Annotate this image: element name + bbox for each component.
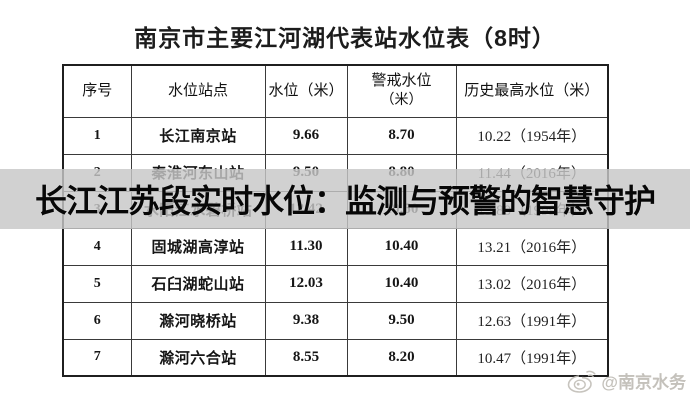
cell-record-level: 13.02（2016年） [455,264,609,303]
column-header-warning-line1: 警戒水位 [371,73,432,90]
page-title: 南京市主要江河湖代表站水位表（8时） [134,25,556,51]
cell-station-name: 滁河六合站 [130,338,266,377]
cell-warning-level: 10.40 [346,227,457,266]
watermark-handle: @南京水务 [601,372,686,392]
cell-record-level: 10.22（1954年） [455,116,609,155]
table-row: 1 长江南京站 9.66 8.70 10.22（1954年） [62,116,609,155]
cell-water-level: 11.30 [264,227,348,266]
cell-water-level: 9.38 [264,301,348,340]
column-header-warning-line2: （米） [380,92,423,108]
cell-station-name: 石臼湖蛇山站 [130,264,266,303]
cell-warning-level: 8.70 [346,116,457,155]
cell-row-number: 7 [62,338,132,377]
column-header-level: 水位（米） [264,64,348,118]
cell-water-level: 12.03 [264,264,348,303]
table-row: 6 滁河晓桥站 9.38 9.50 12.63（1991年） [62,301,609,340]
cell-row-number: 5 [62,264,132,303]
headline-text: 长江江苏段实时水位：监测与预警的智慧守护 [34,183,656,219]
cell-station-name: 长江南京站 [130,116,266,155]
column-header-station: 水位站点 [130,64,266,118]
cell-warning-level: 9.50 [346,301,457,340]
cell-row-number: 6 [62,301,132,340]
table-header-row: 序号 水位站点 水位（米） 警戒水位 （米） 历史最高水位（米） [62,64,609,118]
cell-station-name: 固城湖高淳站 [130,227,266,266]
cell-station-name: 滁河晓桥站 [130,301,266,340]
cell-warning-level: 8.20 [346,338,457,377]
cell-row-number: 4 [62,227,132,266]
table-row: 5 石臼湖蛇山站 12.03 10.40 13.02（2016年） [62,264,609,303]
table-row: 7 滁河六合站 8.55 8.20 10.47（1991年） [62,338,609,377]
watermark: @南京水务 [565,366,686,394]
cell-record-level: 10.47（1991年） [455,338,609,377]
cell-record-level: 13.21（2016年） [455,227,609,266]
headline-overlay-band: 长江江苏段实时水位：监测与预警的智慧守护 [0,169,690,229]
column-header-warning: 警戒水位 （米） [346,64,457,118]
table-body: 1 长江南京站 9.66 8.70 10.22（1954年） 2 秦淮河东山站 … [62,116,609,377]
cell-water-level: 8.55 [264,338,348,377]
column-header-no: 序号 [62,64,132,118]
cell-row-number: 1 [62,116,132,155]
column-header-record: 历史最高水位（米） [455,64,609,118]
weibo-logo-icon [565,366,599,394]
cell-water-level: 9.66 [264,116,348,155]
cell-warning-level: 10.40 [346,264,457,303]
cell-record-level: 12.63（1991年） [455,301,609,340]
table-row: 4 固城湖高淳站 11.30 10.40 13.21（2016年） [62,227,609,266]
